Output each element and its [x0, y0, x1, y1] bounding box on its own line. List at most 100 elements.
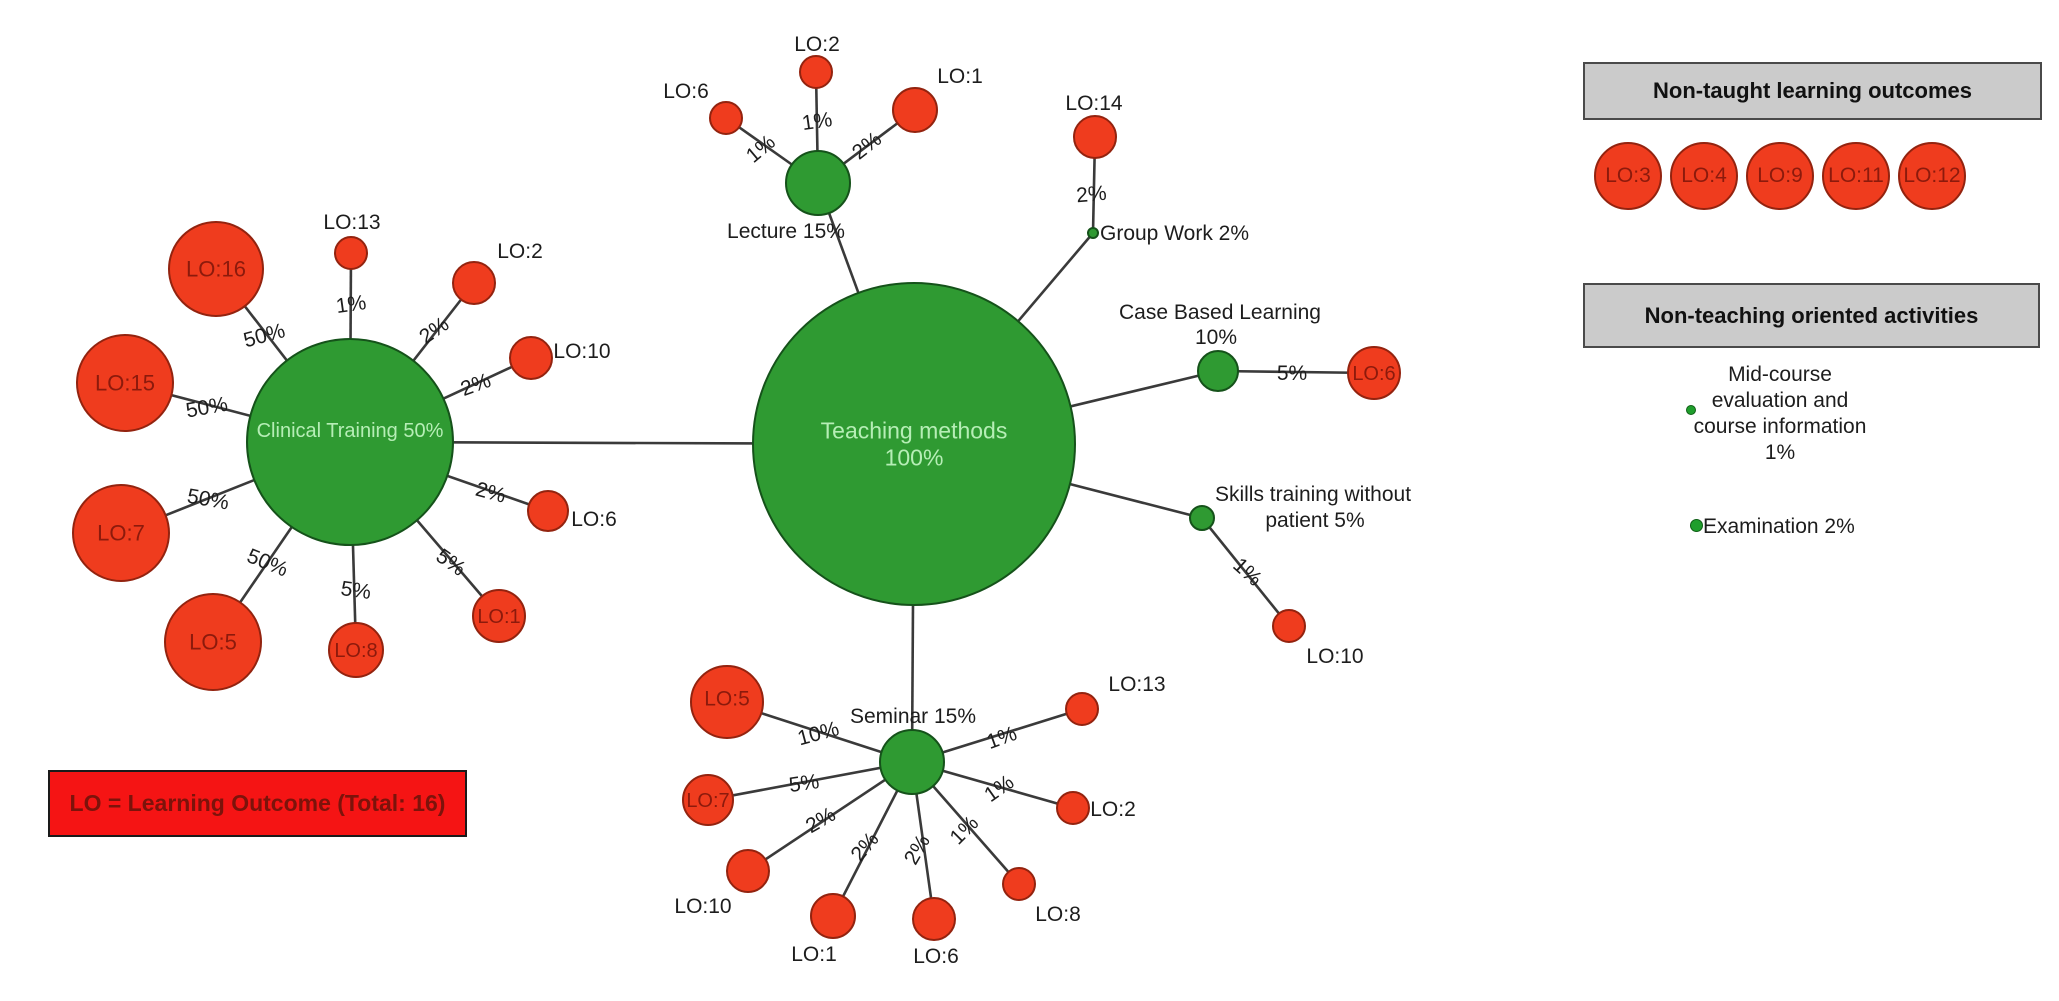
diagram-label: LO:6	[571, 508, 617, 531]
node-ct-lo15	[76, 334, 174, 432]
node-sem-lo10	[726, 849, 770, 893]
outcome-chip: LO:4	[1670, 142, 1738, 210]
node-ct-lo8	[328, 622, 384, 678]
node-label-teaching-methods: Teaching methods	[821, 418, 1008, 444]
diagram-label: 5%	[1277, 362, 1307, 385]
edge-line	[1200, 517, 1291, 627]
lo-legend-box: LO = Learning Outcome (Total: 16)	[48, 770, 467, 837]
node-sem-lo13	[1065, 692, 1099, 726]
mid-course-line: course information	[1693, 415, 1867, 438]
diagram-label: 1%	[984, 722, 1020, 754]
node-sem-lo5	[690, 665, 764, 739]
node-sem-lo2	[1056, 791, 1090, 825]
diagram-label: 2%	[473, 478, 508, 508]
diagram-label: 10%	[1195, 326, 1237, 349]
node-label-ct-lo7: LO:7	[97, 521, 145, 546]
node-sem-lo7	[682, 774, 734, 826]
diagram-label: Lecture 15%	[727, 220, 845, 243]
diagram-label: 1%	[742, 130, 780, 167]
diagram-label: LO:1	[937, 65, 983, 88]
diagram-label: 2%	[458, 369, 494, 401]
node-group-work	[1087, 227, 1099, 239]
diagram-label: LO:2	[497, 240, 543, 263]
non-taught-header: Non-taught learning outcomes	[1583, 62, 2042, 120]
outcome-chip: LO:11	[1822, 142, 1890, 210]
node-lecture	[785, 150, 851, 216]
node-clinical-training	[246, 338, 454, 546]
node-lecture-lo6	[709, 101, 743, 135]
mid-course-line: evaluation and	[1711, 389, 1849, 412]
diagram-label: LO:10	[553, 340, 610, 363]
diagram-label: 5%	[787, 770, 820, 797]
diagram-label: LO:8	[1035, 903, 1081, 926]
non-teaching-header: Non-teaching oriented activities	[1583, 283, 2040, 348]
node-sem-lo8	[1002, 867, 1036, 901]
node-ct-lo5	[164, 593, 262, 691]
diagram-label: LO:2	[1090, 798, 1136, 821]
diagram-label: 50%	[185, 485, 230, 515]
node-ct-lo7	[72, 484, 170, 582]
diagram-label: 50%	[241, 319, 288, 352]
node-ct-lo1	[472, 589, 526, 643]
diagram-label: Seminar 15%	[850, 705, 976, 728]
node-lecture-lo1	[892, 87, 938, 133]
node-ct-lo13	[334, 236, 368, 270]
node-label-clinical-training: Clinical Training 50%	[257, 420, 444, 442]
diagram-label: 2%	[900, 831, 935, 869]
diagram-label: 50%	[184, 393, 229, 423]
diagram-label: LO:1	[791, 943, 837, 966]
diagram-label: Skills training without	[1215, 483, 1411, 506]
non-taught-title: Non-taught learning outcomes	[1653, 78, 1972, 103]
outcome-chip: LO:12	[1898, 142, 1966, 210]
diagram-label: LO:13	[323, 211, 380, 234]
node-label-cbl-lo6: LO:6	[1352, 363, 1395, 385]
node-sem-lo6	[912, 897, 956, 941]
mid-course-dot	[1686, 405, 1696, 415]
node-skills-training	[1189, 505, 1215, 531]
diagram-label: Group Work 2%	[1100, 222, 1249, 245]
node-label-ct-lo15: LO:15	[95, 371, 155, 396]
diagram-label: LO:6	[913, 945, 959, 968]
node-lecture-lo2	[799, 55, 833, 89]
node-ct-lo6	[527, 490, 569, 532]
node-label-ct-lo8: LO:8	[334, 640, 377, 662]
diagram-label: patient 5%	[1265, 509, 1364, 532]
node-label-teaching-methods: 100%	[885, 445, 944, 471]
diagram-label: LO:10	[674, 895, 731, 918]
examination-dot	[1690, 519, 1703, 532]
node-label-ct-lo5: LO:5	[189, 630, 237, 655]
diagram-label: LO:6	[663, 80, 709, 103]
node-label-ct-lo16: LO:16	[186, 257, 246, 282]
examination-label: Examination 2%	[1703, 515, 1855, 538]
diagram-label: 2%	[1075, 182, 1107, 208]
mid-course-line: Mid-course	[1728, 363, 1832, 386]
node-label-ct-lo1: LO:1	[477, 606, 520, 628]
diagram-label: LO:2	[794, 33, 840, 56]
outcome-chip: LO:9	[1746, 142, 1814, 210]
node-label-sem-lo7: LO:7	[686, 790, 729, 812]
diagram-label: 1%	[946, 812, 984, 850]
diagram-label: 1%	[800, 108, 833, 135]
lo-legend-text: LO = Learning Outcome (Total: 16)	[69, 790, 446, 816]
node-teaching-methods	[752, 282, 1076, 606]
diagram-label: 2%	[848, 127, 886, 164]
node-ct-lo2	[452, 261, 496, 305]
edge-line	[707, 760, 913, 802]
node-gw-lo14	[1073, 115, 1117, 159]
diagram-label: LO:13	[1108, 673, 1165, 696]
node-ct-lo10	[509, 336, 553, 380]
node-seminar	[879, 729, 945, 795]
diagram-label: 50%	[244, 544, 292, 581]
node-ct-lo16	[168, 221, 264, 317]
diagram-label: 1%	[980, 771, 1018, 807]
outcome-chip: LO:3	[1594, 142, 1662, 210]
mid-course-line: 1%	[1764, 441, 1796, 464]
node-skills-lo10	[1272, 609, 1306, 643]
diagram-label: 10%	[795, 717, 842, 750]
diagram-label: 2%	[846, 828, 883, 866]
diagram-label: LO:14	[1065, 92, 1123, 115]
non-teaching-title: Non-teaching oriented activities	[1644, 302, 1979, 328]
node-cbl-lo6	[1347, 346, 1401, 400]
